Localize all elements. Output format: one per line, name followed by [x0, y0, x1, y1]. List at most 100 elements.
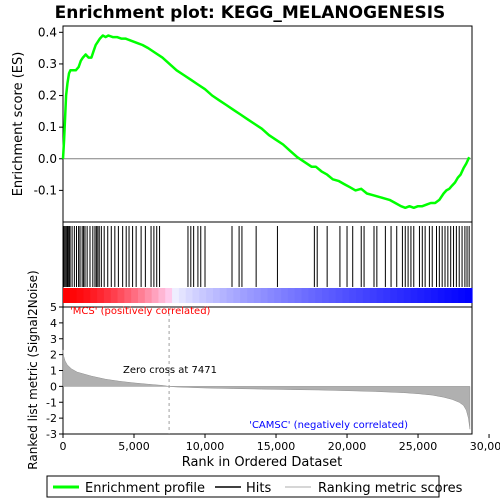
es-profile-layer	[61, 34, 471, 210]
es-y-tick-label: -0.1	[34, 183, 57, 197]
metric-y-tick-label: 2	[50, 349, 57, 362]
rank-bar-segment	[247, 288, 255, 303]
rank-bar-segment	[69, 288, 78, 303]
metric-y-axis: -3 -2 -1 0 1 2 3 4 5	[46, 301, 63, 441]
x-tick-label: 25,000	[399, 440, 438, 453]
rank-bar-segment	[287, 288, 296, 303]
rank-bar-segment	[281, 288, 289, 303]
metric-y-tick-label: -3	[46, 428, 57, 441]
rank-bar-segment	[328, 288, 337, 303]
rank-bar-segment	[117, 288, 125, 303]
chart-title: Enrichment plot: KEGG_MELANOGENESIS	[55, 3, 446, 23]
rank-bar-segment	[83, 288, 91, 303]
rank-bar-segment	[451, 288, 459, 303]
rank-bar-segment	[356, 288, 364, 303]
rank-bar-segment	[437, 288, 446, 303]
rank-bar-segment	[212, 288, 221, 303]
es-y-axis: -0.1 0.0 0.1 0.2 0.3 0.4	[34, 25, 63, 197]
rank-bar-segment	[199, 288, 207, 303]
es-panel-frame	[62, 25, 473, 223]
es-y-tick-label: 0.3	[38, 57, 57, 71]
metric-y-tick-label: 1	[50, 365, 57, 378]
rank-bar-segment	[294, 288, 303, 303]
rank-bar-segment	[226, 288, 235, 303]
rank-bar-segment	[206, 288, 214, 303]
metric-y-axis-label: Ranked list metric (Signal2Noise)	[26, 270, 40, 469]
rank-bar-segment	[417, 288, 425, 303]
x-tick-label: 20,000	[328, 440, 367, 453]
rank-bar-segment	[403, 288, 412, 303]
rank-bar-segment	[165, 288, 173, 303]
rank-bar-segment	[349, 288, 357, 303]
rank-bar-segment	[192, 288, 200, 303]
x-axis-label: Rank in Ordered Dataset	[182, 455, 343, 470]
rank-bar-segment	[465, 288, 473, 303]
rank-bar-segment	[267, 288, 275, 303]
rank-bar-segment	[172, 288, 180, 303]
metric-y-tick-label: 4	[50, 317, 57, 330]
rank-bar-segment	[185, 288, 194, 303]
rank-bar-segment	[322, 288, 330, 303]
legend-box	[46, 475, 440, 498]
es-y-tick-label: 0.0	[38, 152, 57, 166]
x-tick-label: 10,000	[186, 440, 225, 453]
x-tick-label: 0	[60, 440, 67, 453]
rank-bar-segment	[424, 288, 432, 303]
rank-bar-segment	[362, 288, 371, 303]
rank-bar-segment	[103, 288, 112, 303]
rank-color-bar	[63, 288, 473, 303]
rank-bar-segment	[431, 288, 439, 303]
es-y-axis-label: Enrichment score (ES)	[11, 52, 26, 197]
metric-y-tick-label: -1	[46, 396, 57, 409]
metric-y-tick-label: 3	[50, 333, 57, 346]
rank-bar-segment	[301, 288, 309, 303]
negative-label: 'CAMSC' (negatively correlated)	[249, 420, 408, 431]
rank-bar-segment	[308, 288, 316, 303]
rank-bar-segment	[110, 288, 119, 303]
rank-bar-segment	[383, 288, 391, 303]
metric-y-tick-label: 5	[50, 301, 57, 314]
es-y-tick-label: 0.4	[38, 25, 57, 39]
x-tick-label: 5,000	[118, 440, 150, 453]
rank-bar-segment	[410, 288, 419, 303]
rank-bar-segment	[444, 288, 453, 303]
rank-bar-segment	[335, 288, 344, 303]
rank-bar-segment	[178, 288, 187, 303]
legend-metric-label: Ranking metric scores	[318, 481, 463, 496]
x-axis: 0 5,000 10,000 15,000 20,000 25,000 30,000	[60, 434, 500, 453]
legend-profile-label: Enrichment profile	[85, 481, 205, 496]
rank-bar-segment	[342, 288, 350, 303]
ranked-metric-layer	[62, 307, 471, 434]
rank-bar-segment	[260, 288, 269, 303]
rank-bar-segment	[240, 288, 248, 303]
rank-bar-segment	[97, 288, 105, 303]
rank-bar-segment	[458, 288, 466, 303]
rank-bar-segment	[90, 288, 98, 303]
rank-bar-segment	[151, 288, 160, 303]
x-tick-label: 15,000	[257, 440, 296, 453]
metric-y-tick-label: 0	[50, 380, 57, 393]
rank-bar-segment	[397, 288, 405, 303]
rank-bar-segment	[376, 288, 384, 303]
rank-bar-segment	[131, 288, 139, 303]
rank-bar-segment	[158, 288, 166, 303]
rank-bar-segment	[233, 288, 241, 303]
rank-bar-segment	[219, 288, 228, 303]
positive-label: 'MCS' (positively correlated)	[70, 306, 211, 317]
ranked-metric-area	[62, 349, 471, 430]
rank-bar-segment	[253, 288, 262, 303]
legend-hits-label: Hits	[246, 481, 271, 496]
rank-bar-segment	[137, 288, 146, 303]
metric-panel-frame	[62, 306, 473, 435]
metric-y-tick-label: -2	[46, 412, 57, 425]
x-tick-label: 30,000	[470, 440, 500, 453]
es-y-tick-label: 0.1	[38, 120, 57, 134]
rank-bar-segment	[315, 288, 323, 303]
zero-cross-label: Zero cross at 7471	[123, 365, 217, 376]
rank-bar-segment	[144, 288, 153, 303]
rank-bar-segment	[390, 288, 398, 303]
hits-layer	[63, 226, 470, 287]
rank-bar-segment	[274, 288, 282, 303]
rank-bar-segment	[369, 288, 378, 303]
